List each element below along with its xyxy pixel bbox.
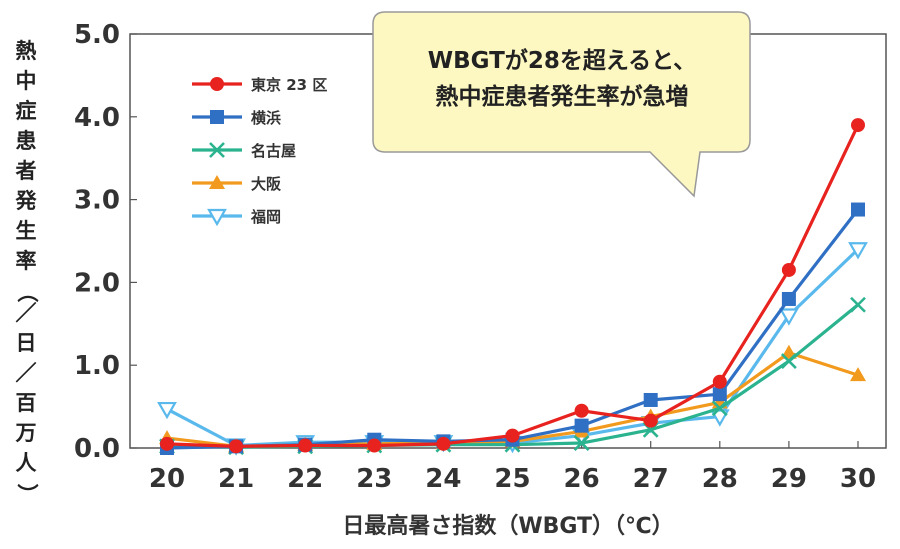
y-axis-label: 熱中症患者発生率（／日／百万人） xyxy=(15,39,40,505)
y-axis-label-char: ／ xyxy=(16,361,37,385)
series-1 xyxy=(160,118,865,454)
y-axis-label-char: 発 xyxy=(15,189,38,213)
data-point xyxy=(850,367,866,382)
legend-item: 福岡 xyxy=(192,208,281,227)
y-axis-label-char: ） xyxy=(15,484,39,505)
callout-line-1: WBGTが28を超えると、 xyxy=(428,47,696,74)
y-axis-label-char: 熱 xyxy=(16,39,37,63)
data-point xyxy=(851,118,865,133)
legend-label: 横浜 xyxy=(251,109,281,127)
x-tick-label: 20 xyxy=(149,464,185,494)
y-axis-label-char: 患 xyxy=(16,129,37,153)
legend-label: 大阪 xyxy=(251,175,282,193)
data-point xyxy=(848,242,868,260)
x-tick-label: 30 xyxy=(840,464,876,494)
legend-marker xyxy=(209,175,225,189)
y-axis-ticks: 0.0 1.0 2.0 3.0 4.0 5.0 xyxy=(74,20,137,464)
x-tick-label: 29 xyxy=(771,464,807,494)
legend-item: 東京 23 区 xyxy=(192,76,327,94)
legend-item: 大阪 xyxy=(192,175,282,193)
legend-label: 名古屋 xyxy=(251,142,296,160)
x-tick-label: 26 xyxy=(564,464,600,494)
x-tick-label: 28 xyxy=(702,464,738,494)
data-point xyxy=(157,401,177,420)
data-point xyxy=(779,308,799,326)
y-axis-label-char: 率 xyxy=(16,249,37,273)
legend-item: 横浜 xyxy=(192,109,281,127)
data-point xyxy=(229,439,244,454)
legend-marker xyxy=(210,77,224,91)
data-point xyxy=(573,435,590,451)
y-tick-label: 0.0 xyxy=(74,434,120,464)
data-point xyxy=(505,428,520,443)
legend-label: 福岡 xyxy=(250,208,281,226)
x-axis-ticks: 20 21 22 23 24 25 26 27 28 29 30 xyxy=(149,441,876,494)
y-tick-label: 5.0 xyxy=(74,20,120,50)
legend-marker xyxy=(209,142,225,158)
legend-marker xyxy=(207,208,227,227)
data-point xyxy=(160,436,174,451)
data-point xyxy=(851,202,865,217)
data-point xyxy=(643,392,658,407)
y-tick-label: 2.0 xyxy=(74,268,120,298)
callout-bubble xyxy=(372,11,751,198)
data-point xyxy=(781,262,796,277)
x-tick-label: 25 xyxy=(494,464,530,494)
y-axis-label-char: 百 xyxy=(16,391,37,415)
y-axis-label-char: 生 xyxy=(16,219,37,243)
y-tick-label: 3.0 xyxy=(74,186,120,216)
x-tick-label: 23 xyxy=(356,464,392,494)
x-axis-label: 日最高暑さ指数（WBGT）（℃） xyxy=(342,513,673,539)
y-axis-label-char: 日 xyxy=(16,331,37,355)
x-tick-label: 24 xyxy=(425,464,461,494)
data-point xyxy=(574,418,589,433)
y-axis-label-char: 万 xyxy=(15,421,37,445)
y-tick-label: 1.0 xyxy=(74,351,120,381)
y-axis-label-char: 者 xyxy=(16,159,37,183)
callout: WBGTが28を超えると、 熱中症患者発生率が急増 xyxy=(372,11,751,198)
x-tick-label: 27 xyxy=(633,464,669,494)
data-point xyxy=(850,296,866,313)
y-axis-label-char: 人 xyxy=(16,451,37,475)
x-tick-label: 21 xyxy=(218,464,254,494)
y-tick-label: 4.0 xyxy=(74,103,120,133)
data-point xyxy=(711,400,728,417)
data-point xyxy=(574,403,589,418)
data-point xyxy=(712,387,727,402)
y-axis-label-char: ／ xyxy=(16,301,37,325)
data-point xyxy=(643,413,658,428)
y-axis-label-char: （ xyxy=(15,282,39,303)
data-point xyxy=(780,353,797,369)
data-point xyxy=(781,291,796,306)
data-point xyxy=(298,438,313,453)
x-tick-label: 22 xyxy=(287,464,323,494)
series-layer xyxy=(157,118,868,456)
y-axis-label-char: 中 xyxy=(16,69,37,93)
legend-marker xyxy=(210,110,224,124)
data-point xyxy=(712,374,727,389)
callout-line-2: 熱中症患者発生率が急増 xyxy=(436,83,689,110)
y-axis-label-char: 症 xyxy=(16,99,37,123)
legend-label: 東京 23 区 xyxy=(251,76,327,94)
data-point xyxy=(367,438,382,453)
legend-item: 名古屋 xyxy=(192,142,296,160)
data-point xyxy=(436,436,451,451)
